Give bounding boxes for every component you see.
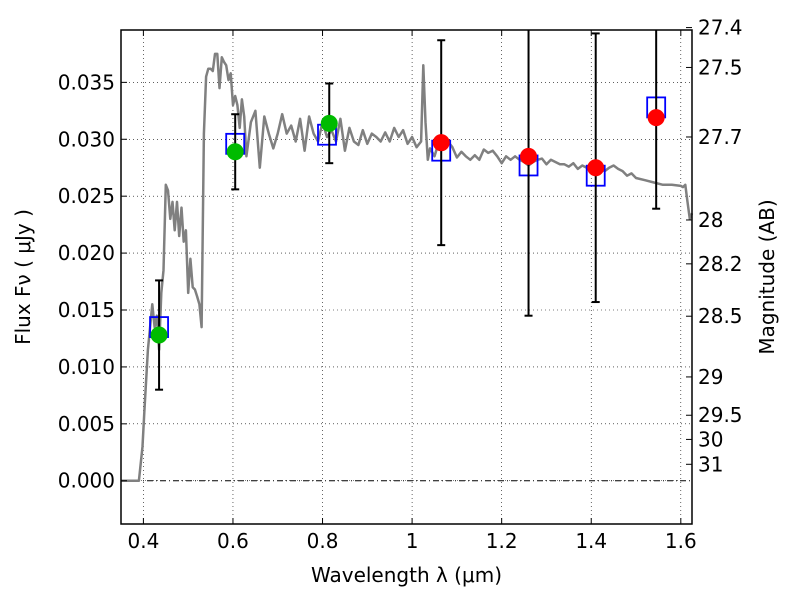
mag-tick-label: 28.5 bbox=[698, 304, 743, 328]
plot-frame bbox=[120, 29, 693, 525]
data-point bbox=[320, 114, 338, 132]
mag-tick-label: 27.4 bbox=[698, 16, 743, 40]
model-photometry-boxes bbox=[149, 96, 667, 338]
grid-lines bbox=[121, 30, 692, 524]
data-point bbox=[647, 109, 665, 127]
data-point bbox=[520, 147, 538, 165]
y-tick-label: 0.000 bbox=[58, 469, 115, 493]
mag-tick-label: 27.5 bbox=[698, 55, 743, 79]
mag-tick-label: 30 bbox=[698, 427, 723, 451]
data-point bbox=[226, 143, 244, 161]
mag-tick-label: 29 bbox=[698, 365, 723, 389]
y-tick-label: 0.030 bbox=[58, 127, 115, 151]
y-tick-label: 0.025 bbox=[58, 184, 115, 208]
x-axis-title: Wavelength λ (μm) bbox=[311, 563, 502, 587]
y-tick-label: 0.020 bbox=[58, 241, 115, 265]
y-tick-label: 0.005 bbox=[58, 412, 115, 436]
mag-tick-label: 31 bbox=[698, 452, 723, 476]
mag-tick-label: 28 bbox=[698, 208, 723, 232]
y-axis-title: Flux Fν ( μJy ) bbox=[11, 209, 35, 345]
x-tick-label: 1.6 bbox=[665, 529, 697, 553]
x-tick-label: 0.6 bbox=[217, 529, 249, 553]
data-point bbox=[587, 159, 605, 177]
data-point bbox=[432, 134, 450, 152]
tick-labels: 0.4 0.6 0.8 1 1.2 1.4 1.6 0.000 0.005 0.010 0.015 0… bbox=[58, 16, 743, 553]
observed-points bbox=[150, 109, 665, 344]
y-tick-label: 0.010 bbox=[58, 355, 115, 379]
x-tick-label: 1.4 bbox=[575, 529, 607, 553]
y-tick-label: 0.035 bbox=[58, 70, 115, 94]
y-tick-label: 0.015 bbox=[58, 298, 115, 322]
mag-tick-label: 27.7 bbox=[698, 125, 743, 149]
x-tick-label: 0.8 bbox=[307, 529, 339, 553]
mag-tick-label: 28.2 bbox=[698, 252, 743, 276]
x-tick-label: 1 bbox=[406, 529, 419, 553]
data-point bbox=[150, 326, 168, 344]
axis-ticks bbox=[121, 27, 692, 524]
y2-axis-title: Magnitude (AB) bbox=[755, 199, 779, 354]
x-tick-label: 0.4 bbox=[127, 529, 159, 553]
mag-tick-label: 29.5 bbox=[698, 403, 743, 427]
sed-model-curve bbox=[121, 52, 694, 482]
x-tick-label: 1.2 bbox=[486, 529, 518, 553]
sed-model-line bbox=[121, 52, 694, 482]
